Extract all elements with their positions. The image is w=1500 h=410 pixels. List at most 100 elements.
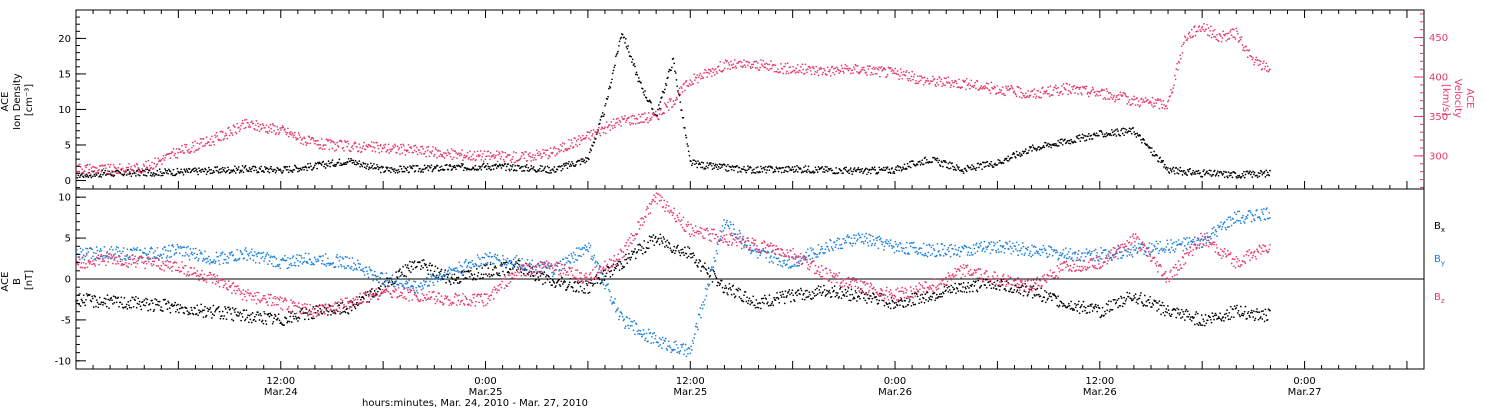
point-bottom-0	[126, 308, 129, 310]
point-bottom-0	[988, 281, 990, 283]
point-top-1	[1213, 35, 1215, 38]
point-top-1	[938, 76, 941, 79]
point-top-1	[1186, 37, 1189, 40]
point-bottom-0	[436, 274, 438, 277]
point-top-0	[566, 167, 569, 170]
point-top-0	[760, 165, 762, 168]
point-top-1	[366, 146, 369, 149]
point-bottom-0	[135, 306, 138, 309]
point-top-1	[599, 134, 602, 137]
point-top-0	[270, 165, 272, 168]
point-top-0	[742, 168, 745, 171]
point-top-1	[852, 72, 854, 74]
point-bottom-0	[151, 299, 153, 302]
point-top-0	[1193, 171, 1196, 174]
point-bottom-0	[1253, 319, 1256, 322]
point-top-1	[1264, 65, 1267, 68]
point-top-0	[603, 113, 606, 116]
point-bottom-0	[147, 309, 150, 312]
point-bottom-0	[911, 292, 914, 295]
point-top-1	[451, 158, 454, 160]
point-top-1	[612, 118, 615, 121]
point-top-1	[664, 102, 666, 105]
point-bottom-0	[618, 269, 621, 272]
point-top-0	[250, 167, 253, 170]
point-top-1	[510, 161, 513, 164]
point-top-0	[981, 168, 983, 171]
point-top-1	[643, 121, 646, 123]
point-top-0	[77, 174, 80, 177]
point-top-0	[839, 168, 841, 171]
point-bottom-0	[437, 276, 440, 279]
point-bottom-0	[595, 274, 598, 276]
point-top-0	[912, 160, 914, 163]
point-top-0	[948, 161, 951, 164]
point-top-1	[376, 141, 378, 144]
point-top-0	[561, 165, 563, 167]
point-bottom-0	[600, 281, 603, 284]
point-bottom-0	[683, 254, 685, 257]
point-top-0	[970, 168, 973, 171]
point-top-1	[426, 149, 429, 152]
point-top-0	[322, 160, 325, 163]
point-top-1	[240, 124, 242, 127]
point-top-0	[1094, 134, 1097, 137]
point-top-0	[1191, 172, 1194, 174]
point-bottom-0	[356, 301, 358, 304]
point-top-1	[297, 132, 300, 134]
point-top-0	[242, 171, 245, 174]
point-top-0	[727, 163, 729, 166]
tick-label: 10	[58, 105, 71, 116]
point-top-1	[914, 82, 917, 85]
point-top-1	[540, 157, 543, 159]
point-bottom-1	[107, 257, 110, 260]
point-bottom-0	[1048, 293, 1050, 295]
point-top-1	[836, 66, 838, 69]
point-bottom-0	[117, 296, 120, 299]
point-top-1	[1263, 68, 1266, 70]
point-top-1	[204, 142, 207, 145]
point-top-0	[935, 157, 937, 160]
point-top-1	[317, 139, 319, 142]
point-top-0	[99, 173, 102, 176]
point-top-0	[234, 172, 237, 174]
point-top-1	[150, 166, 153, 169]
point-top-0	[700, 161, 703, 164]
point-top-0	[1169, 167, 1172, 170]
point-top-0	[568, 160, 570, 163]
point-top-1	[1269, 68, 1271, 71]
point-top-0	[356, 161, 358, 164]
point-bottom-0	[843, 295, 846, 297]
point-bottom-0	[92, 306, 95, 308]
point-top-1	[120, 173, 123, 175]
point-bottom-0	[1061, 305, 1064, 308]
point-bottom-0	[128, 304, 130, 307]
point-top-1	[305, 144, 308, 146]
point-top-1	[1255, 56, 1258, 59]
point-top-1	[905, 69, 908, 72]
point-top-0	[462, 163, 464, 165]
point-top-1	[911, 70, 914, 73]
point-bottom-0	[1043, 296, 1046, 299]
point-bottom-0	[177, 303, 179, 306]
point-top-0	[785, 170, 788, 173]
point-top-1	[400, 146, 403, 149]
point-top-0	[574, 165, 576, 167]
point-top-0	[102, 173, 104, 176]
point-top-0	[1106, 134, 1109, 137]
point-top-0	[1095, 132, 1098, 135]
point-bottom-0	[1213, 318, 1215, 321]
point-bottom-0	[1107, 300, 1110, 302]
point-top-1	[684, 81, 687, 83]
point-top-0	[229, 171, 232, 174]
point-bottom-0	[692, 252, 695, 254]
point-top-0	[1057, 145, 1060, 147]
point-top-0	[771, 167, 774, 169]
point-top-1	[229, 129, 232, 132]
point-top-0	[846, 171, 849, 173]
point-bottom-0	[312, 306, 315, 308]
point-top-1	[307, 142, 309, 145]
point-top-0	[452, 166, 455, 169]
point-top-0	[635, 71, 638, 74]
point-top-0	[343, 162, 345, 164]
